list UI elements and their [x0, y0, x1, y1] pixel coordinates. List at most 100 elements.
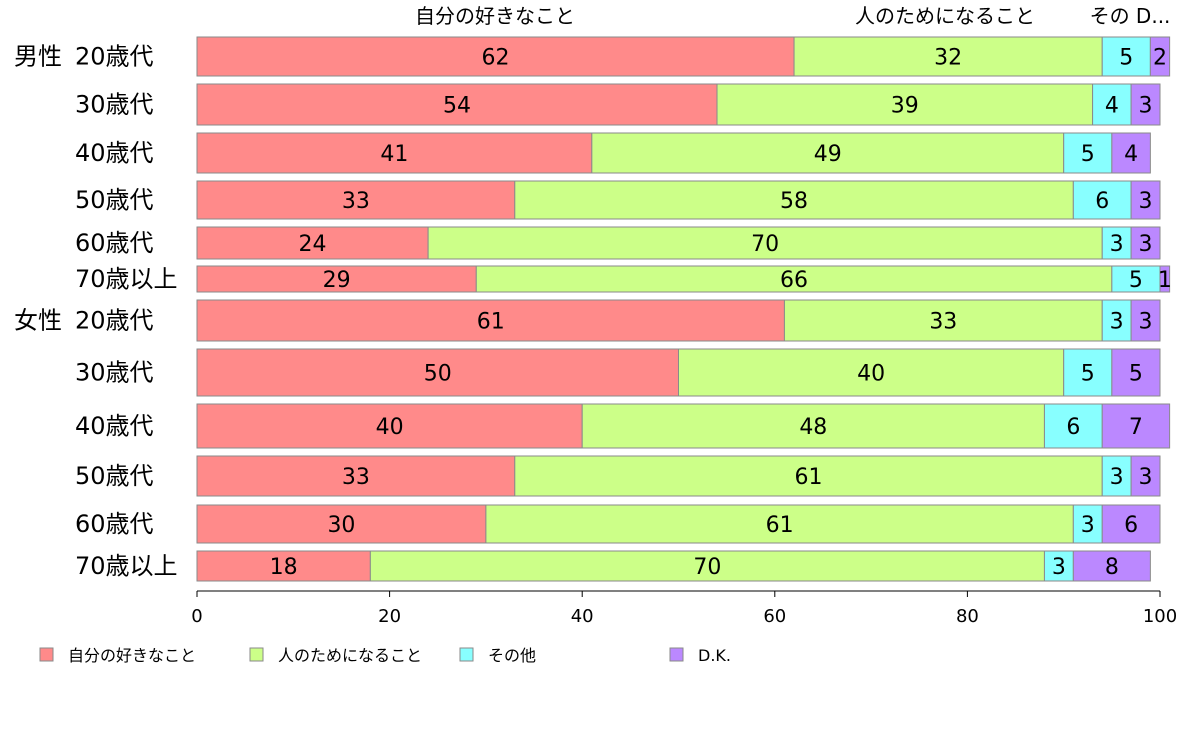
data-label: 66 — [780, 268, 808, 293]
category-label: 20歳代 — [75, 43, 154, 71]
data-label: 8 — [1105, 555, 1119, 580]
group-label: 女性 — [14, 307, 62, 335]
x-tick-label: 40 — [571, 606, 594, 627]
category-label: 60歳代 — [75, 510, 154, 538]
data-label: 3 — [1139, 232, 1153, 257]
bar-segment — [1130, 180, 1161, 220]
bar-segment — [427, 226, 1103, 260]
x-tick-label: 60 — [763, 606, 786, 627]
bar-segment — [514, 180, 1074, 220]
category-label: 20歳代 — [75, 307, 154, 335]
data-label: 3 — [1139, 94, 1153, 119]
data-label: 7 — [1129, 415, 1143, 440]
legend-swatch — [39, 647, 54, 662]
column-header: 人のためになること — [855, 4, 1035, 28]
data-label: 3 — [1081, 513, 1095, 538]
bar-segment — [1043, 550, 1074, 582]
category-label: 40歳代 — [75, 139, 154, 167]
bar-segment — [678, 348, 1065, 397]
legend-swatch — [669, 647, 684, 662]
bar-segment — [1101, 455, 1132, 497]
bar-segment — [783, 299, 1103, 342]
category-label: 70歳以上 — [75, 552, 178, 580]
x-tick-label: 20 — [378, 606, 401, 627]
data-label: 41 — [380, 142, 408, 167]
bar-segment — [196, 455, 516, 497]
x-tick-label: 80 — [956, 606, 979, 627]
category-label: 30歳代 — [75, 359, 154, 387]
data-label: 6 — [1124, 513, 1138, 538]
bar-segment — [1159, 265, 1171, 293]
bar-segment — [1063, 132, 1113, 174]
data-label: 18 — [270, 555, 298, 580]
bar-segment — [1101, 504, 1161, 544]
data-label: 61 — [477, 310, 505, 335]
data-label: 4 — [1124, 142, 1138, 167]
data-label: 54 — [443, 94, 471, 119]
data-label: 58 — [780, 189, 808, 214]
bar-segment — [1111, 132, 1151, 174]
category-label: 70歳以上 — [75, 265, 178, 293]
bar-segment — [196, 504, 487, 544]
x-tick-label: 0 — [191, 606, 202, 627]
data-label: 40 — [857, 362, 885, 387]
bar-segment — [1092, 83, 1132, 126]
category-label: 60歳代 — [75, 229, 154, 257]
column-header: 自分の好きなこと — [415, 4, 575, 28]
bar-segment — [196, 348, 679, 397]
category-label: 50歳代 — [75, 462, 154, 490]
bar-segment — [1111, 265, 1161, 293]
data-label: 33 — [342, 465, 370, 490]
bar-segment — [1072, 550, 1151, 582]
bar-segment — [1043, 403, 1103, 449]
data-label: 5 — [1129, 362, 1143, 387]
bar-segment — [1101, 299, 1132, 342]
bar-segment — [793, 36, 1103, 77]
bar-segment — [196, 180, 516, 220]
bar-segment — [1101, 403, 1171, 449]
data-label: 3 — [1110, 232, 1124, 257]
legend-swatch — [249, 647, 264, 662]
data-label: 3 — [1139, 310, 1153, 335]
data-label: 39 — [891, 94, 919, 119]
data-label: 1 — [1158, 268, 1172, 293]
legend-swatch — [459, 647, 474, 662]
bar-segment — [1111, 348, 1161, 397]
data-label: 40 — [376, 415, 404, 440]
column-header: その D... — [1090, 4, 1171, 28]
data-label: 48 — [799, 415, 827, 440]
data-label: 61 — [795, 465, 823, 490]
data-label: 50 — [424, 362, 452, 387]
legend-label: D.K. — [698, 646, 731, 665]
data-label: 61 — [766, 513, 794, 538]
bar-segment — [485, 504, 1074, 544]
bar-segment — [196, 83, 718, 126]
data-label: 4 — [1105, 94, 1119, 119]
bar-segment — [196, 36, 795, 77]
bar-segment — [196, 132, 593, 174]
data-label: 70 — [693, 555, 721, 580]
data-label: 3 — [1139, 189, 1153, 214]
bar-segment — [475, 265, 1113, 293]
category-label: 30歳代 — [75, 91, 154, 119]
bar-segment — [1063, 348, 1113, 397]
data-label: 6 — [1066, 415, 1080, 440]
bar-segment — [581, 403, 1045, 449]
bar-segment — [1072, 504, 1103, 544]
bar-segment — [1130, 455, 1161, 497]
data-label: 62 — [482, 46, 510, 71]
data-label: 70 — [751, 232, 779, 257]
data-label: 2 — [1153, 46, 1167, 71]
data-label: 3 — [1052, 555, 1066, 580]
data-label: 3 — [1110, 310, 1124, 335]
category-label: 50歳代 — [75, 186, 154, 214]
data-label: 5 — [1081, 362, 1095, 387]
bar-segment — [1130, 83, 1161, 126]
data-label: 33 — [929, 310, 957, 335]
bar-segment — [196, 403, 583, 449]
x-tick-label: 100 — [1143, 606, 1177, 627]
bar-segment — [1072, 180, 1132, 220]
data-label: 33 — [342, 189, 370, 214]
